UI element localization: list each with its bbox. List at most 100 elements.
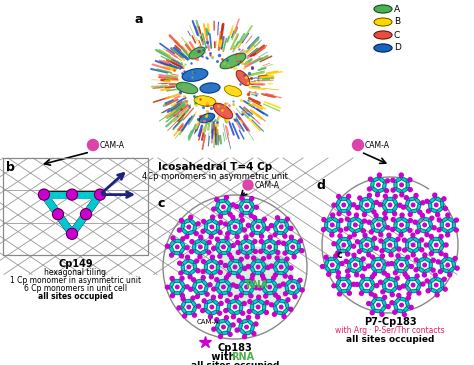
Ellipse shape xyxy=(211,219,219,225)
Circle shape xyxy=(239,293,243,297)
Circle shape xyxy=(187,265,191,269)
Ellipse shape xyxy=(249,280,255,289)
Ellipse shape xyxy=(240,319,249,323)
Circle shape xyxy=(291,285,294,289)
Circle shape xyxy=(262,257,265,261)
Ellipse shape xyxy=(268,250,277,255)
Circle shape xyxy=(402,312,406,316)
Ellipse shape xyxy=(204,262,208,272)
Circle shape xyxy=(249,294,253,298)
Circle shape xyxy=(380,249,384,253)
Ellipse shape xyxy=(388,237,397,242)
Ellipse shape xyxy=(227,265,232,274)
Ellipse shape xyxy=(265,291,275,295)
Circle shape xyxy=(411,283,415,287)
Ellipse shape xyxy=(238,205,244,214)
Ellipse shape xyxy=(216,200,220,210)
Circle shape xyxy=(381,254,384,258)
Circle shape xyxy=(269,223,273,227)
Circle shape xyxy=(377,303,380,307)
Ellipse shape xyxy=(364,209,374,213)
Circle shape xyxy=(346,269,349,273)
Ellipse shape xyxy=(406,180,409,190)
Circle shape xyxy=(454,228,458,232)
Circle shape xyxy=(355,283,359,287)
Ellipse shape xyxy=(257,299,265,305)
Ellipse shape xyxy=(396,269,406,273)
Ellipse shape xyxy=(382,281,386,291)
Ellipse shape xyxy=(338,277,348,281)
Ellipse shape xyxy=(189,47,205,59)
Circle shape xyxy=(300,249,304,253)
Ellipse shape xyxy=(191,299,197,308)
Circle shape xyxy=(199,285,202,289)
Circle shape xyxy=(276,241,281,245)
Circle shape xyxy=(377,223,380,227)
Circle shape xyxy=(177,306,181,310)
Ellipse shape xyxy=(285,284,289,293)
Circle shape xyxy=(320,265,324,269)
Ellipse shape xyxy=(374,297,384,301)
Circle shape xyxy=(374,214,378,217)
Ellipse shape xyxy=(204,301,208,311)
Ellipse shape xyxy=(370,278,375,287)
Circle shape xyxy=(337,195,341,199)
Circle shape xyxy=(391,188,395,192)
Ellipse shape xyxy=(273,224,278,234)
Circle shape xyxy=(398,286,401,290)
Ellipse shape xyxy=(192,280,197,290)
Ellipse shape xyxy=(440,261,444,271)
Circle shape xyxy=(235,235,239,239)
Circle shape xyxy=(366,264,371,268)
Circle shape xyxy=(411,233,415,237)
Ellipse shape xyxy=(405,199,410,208)
Ellipse shape xyxy=(235,299,243,306)
Circle shape xyxy=(411,253,415,257)
Ellipse shape xyxy=(224,279,231,287)
Ellipse shape xyxy=(348,217,357,222)
Ellipse shape xyxy=(417,202,421,211)
Circle shape xyxy=(356,205,359,210)
Ellipse shape xyxy=(401,217,409,223)
Circle shape xyxy=(289,307,293,311)
Ellipse shape xyxy=(370,297,377,305)
Circle shape xyxy=(188,275,192,279)
Circle shape xyxy=(245,285,248,289)
Circle shape xyxy=(383,295,387,299)
Circle shape xyxy=(280,225,283,229)
Circle shape xyxy=(346,217,349,221)
Ellipse shape xyxy=(359,277,365,286)
Circle shape xyxy=(265,301,269,304)
Circle shape xyxy=(231,283,235,287)
Circle shape xyxy=(273,312,276,316)
Ellipse shape xyxy=(394,302,398,312)
Circle shape xyxy=(202,299,206,303)
Circle shape xyxy=(363,267,366,271)
Circle shape xyxy=(344,259,348,263)
Circle shape xyxy=(422,273,427,277)
Circle shape xyxy=(330,263,334,267)
Circle shape xyxy=(289,275,292,279)
Circle shape xyxy=(192,313,196,317)
Ellipse shape xyxy=(173,292,182,295)
Circle shape xyxy=(334,254,338,258)
Ellipse shape xyxy=(385,210,395,212)
Circle shape xyxy=(367,187,372,191)
Circle shape xyxy=(270,303,273,307)
Ellipse shape xyxy=(383,181,386,191)
Circle shape xyxy=(446,213,450,217)
Ellipse shape xyxy=(186,231,195,235)
Circle shape xyxy=(439,234,443,238)
Circle shape xyxy=(342,203,346,207)
Circle shape xyxy=(377,263,380,267)
Circle shape xyxy=(379,233,383,237)
Circle shape xyxy=(414,258,418,262)
Ellipse shape xyxy=(383,241,386,250)
Ellipse shape xyxy=(239,328,246,335)
Circle shape xyxy=(171,236,175,240)
Ellipse shape xyxy=(360,259,363,269)
Circle shape xyxy=(273,233,277,237)
Ellipse shape xyxy=(374,31,392,39)
Ellipse shape xyxy=(367,246,375,253)
Ellipse shape xyxy=(216,222,219,233)
